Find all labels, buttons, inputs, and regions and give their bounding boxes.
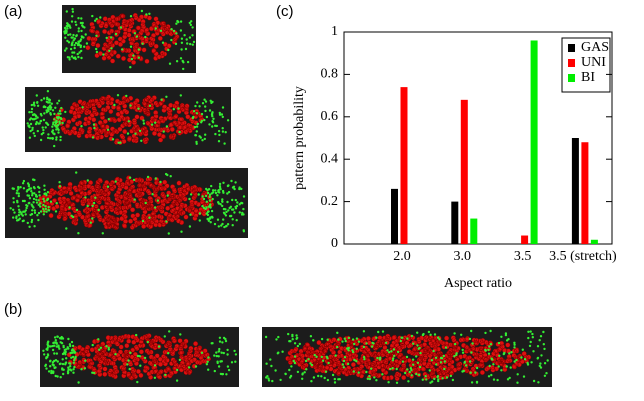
bar — [391, 188, 398, 244]
particles-red — [66, 333, 212, 381]
bar — [470, 218, 478, 244]
plot-frame — [343, 31, 613, 245]
x-axis-label: Aspect ratio — [444, 276, 512, 291]
bar — [571, 138, 579, 244]
particles-red — [285, 333, 532, 381]
legend-swatch — [568, 44, 575, 52]
x-tick-label: 3.5 (stretch) — [549, 249, 617, 264]
bar — [530, 40, 538, 245]
panel-label: (b) — [4, 301, 22, 318]
y-tick-label: 0.2 — [321, 194, 339, 209]
particles-green — [264, 329, 549, 384]
bar — [400, 87, 408, 245]
particles-green — [9, 171, 246, 235]
snapshots — [5, 5, 552, 387]
particles-red — [52, 94, 205, 145]
legend-label: UNI — [581, 55, 606, 70]
bar — [460, 99, 468, 244]
panel-label: (a) — [4, 3, 22, 20]
legend-label: GAS — [581, 40, 609, 55]
bar — [590, 239, 598, 244]
y-tick-label: 0 — [331, 236, 338, 251]
legend-label: BI — [581, 70, 595, 85]
y-tick-label: 1 — [331, 24, 338, 39]
particles-red — [38, 175, 215, 230]
x-tick-label: 3.5 — [514, 249, 532, 264]
y-tick-label: 0.4 — [321, 151, 339, 166]
legend-swatch — [568, 59, 575, 67]
y-tick-label: 0.8 — [321, 67, 339, 82]
bar — [521, 235, 529, 244]
y-tick-label: 0.6 — [321, 109, 339, 124]
legend-swatch — [568, 74, 575, 82]
y-axis-label: pattern probability — [292, 86, 307, 190]
bar — [581, 142, 589, 244]
particles-green — [42, 330, 238, 384]
panel-label: (c) — [276, 3, 294, 20]
x-tick-label: 2.0 — [393, 249, 411, 264]
x-tick-label: 3.0 — [454, 249, 472, 264]
bar — [451, 201, 459, 244]
